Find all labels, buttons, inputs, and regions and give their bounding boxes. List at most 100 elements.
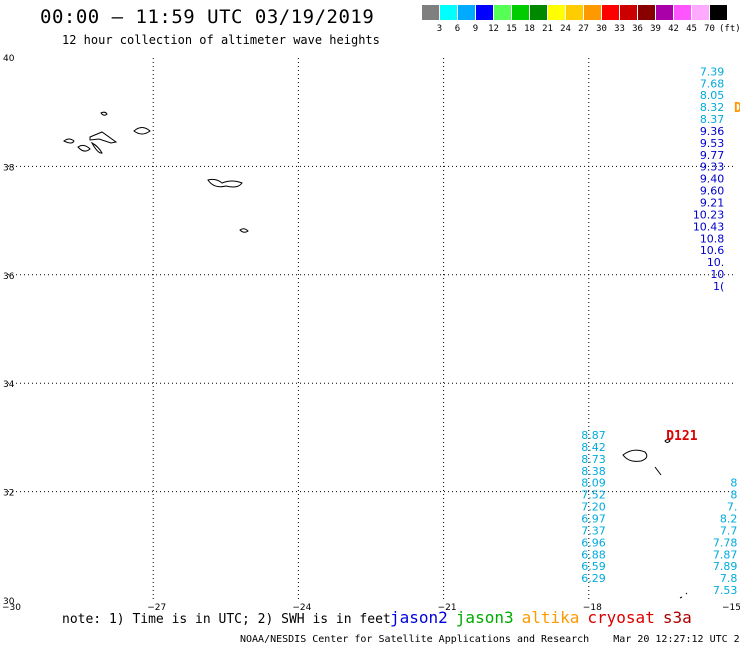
lat-label: 30	[3, 597, 15, 607]
lon-label: −30	[2, 603, 21, 613]
swh-value: 6.59	[581, 560, 606, 573]
swh-value: 10.6	[700, 244, 725, 257]
swh-value: 8.32	[700, 101, 725, 114]
island-corvo	[100, 111, 108, 116]
scale-swatch	[638, 5, 655, 20]
scale-swatch	[620, 5, 637, 20]
units-note: note: 1) Time is in UTC; 2) SWH is in fe…	[62, 612, 391, 627]
swh-value: 8.87	[581, 429, 606, 442]
scale-label: 6	[454, 24, 461, 34]
scale-label: 36	[632, 24, 643, 34]
legend-jason3: jason3	[455, 608, 514, 627]
legend-jason2: jason2	[390, 608, 448, 627]
swh-value: 9.60	[700, 185, 725, 198]
island-graciosa	[133, 127, 151, 135]
map-subtitle: 12 hour collection of altimeter wave hei…	[62, 33, 380, 47]
swh-value: 1(	[713, 280, 724, 293]
swh-value: 7.68	[700, 77, 725, 90]
scale-swatch	[710, 5, 727, 20]
scale-swatch	[530, 5, 547, 20]
swh-value: 9.21	[700, 197, 725, 210]
scale-swatch	[476, 5, 493, 20]
swh-value: 9.77	[700, 149, 725, 162]
swh-value: 9.33	[700, 161, 725, 174]
scale-swatch	[584, 5, 601, 20]
axis-labels: 40 38 36 34 32 30−30 −27 −24 −21 −18 −15	[2, 54, 740, 613]
swh-value: 7.53	[713, 584, 738, 597]
scale-swatch	[656, 5, 673, 20]
scale-swatch	[674, 5, 691, 20]
island-sao-miguel	[207, 178, 243, 188]
swh-value: 6.97	[581, 512, 606, 525]
scale-swatch	[566, 5, 583, 20]
lat-label: 34	[3, 380, 15, 390]
scale-label: 12	[488, 24, 499, 34]
swh-value: 10.	[707, 256, 725, 269]
scale-swatch	[692, 5, 709, 20]
swh-value: 10	[710, 268, 724, 281]
island-selvagens	[679, 592, 688, 599]
swh-value: 8.05	[700, 89, 725, 102]
swh-value: 8	[730, 489, 737, 502]
scale-label: 15	[506, 24, 517, 34]
swh-value: 6.88	[581, 548, 606, 561]
coastlines	[63, 111, 688, 599]
swh-value: 6.29	[581, 572, 606, 585]
swh-value: 8.42	[581, 441, 606, 454]
swh-value: 8.73	[581, 453, 606, 466]
scale-swatch	[602, 5, 619, 20]
lat-label: 32	[3, 489, 14, 499]
track-id-tag: D121	[666, 429, 697, 444]
swh-value: 7.78	[713, 536, 738, 549]
island-santa-maria	[239, 228, 249, 233]
swh-value: 8.2	[720, 512, 738, 525]
lat-label: 36	[3, 272, 15, 282]
scale-label: 30	[596, 24, 607, 34]
footer-credit: NOAA/NESDIS Center for Satellite Applica…	[240, 634, 740, 645]
island-desertas	[654, 466, 662, 476]
swh-value: 6.96	[581, 536, 606, 549]
legend-s3a: s3a	[662, 608, 692, 627]
island-pico	[89, 131, 118, 144]
legend-altika: altika	[521, 608, 580, 627]
island-faial	[77, 144, 91, 152]
lon-label: −15	[722, 603, 740, 613]
swh-value: 7.89	[713, 560, 738, 573]
island-porto-santo	[664, 439, 671, 443]
swh-value: 8	[730, 477, 737, 490]
scale-swatch	[494, 5, 511, 20]
scale-swatch	[548, 5, 565, 20]
swh-value: 9.36	[700, 125, 725, 138]
track-tags: D63 D121	[666, 101, 740, 444]
swh-value: 8.38	[581, 465, 606, 478]
swh-value: 7.37	[581, 524, 606, 537]
map-title: 00:00 – 11:59 UTC 03/19/2019	[40, 6, 375, 28]
swh-value: 7.	[727, 501, 738, 514]
swh-value: 7.87	[713, 548, 738, 561]
lon-label: −24	[292, 603, 311, 613]
swh-value: 9.40	[700, 173, 725, 186]
scale-swatch	[458, 5, 475, 20]
scale-label: 9	[472, 24, 479, 34]
swh-value: 7.20	[581, 501, 606, 514]
swh-value: 7.52	[581, 489, 606, 502]
scale-swatch	[440, 5, 457, 20]
legend-cryosat: cryosat	[587, 608, 655, 627]
scale-swatch	[512, 5, 529, 20]
swh-value: 9.53	[700, 137, 725, 150]
swh-value: 10.43	[693, 220, 725, 233]
scale-label: (ft)	[719, 24, 740, 34]
scale-label: 18	[524, 24, 535, 34]
swh-value: 8.09	[581, 477, 606, 490]
scale-label: 24	[560, 24, 571, 34]
swh-value: 7.39	[700, 65, 725, 78]
lon-label: −21	[438, 603, 457, 613]
island-sao-jorge	[90, 141, 103, 154]
swh-value: 10.8	[700, 232, 725, 245]
lon-label: −18	[583, 603, 602, 613]
scale-label: 27	[578, 24, 589, 34]
scale-label: 39	[650, 24, 661, 34]
scale-label: 70	[704, 24, 715, 34]
scale-label: 3	[436, 24, 443, 34]
